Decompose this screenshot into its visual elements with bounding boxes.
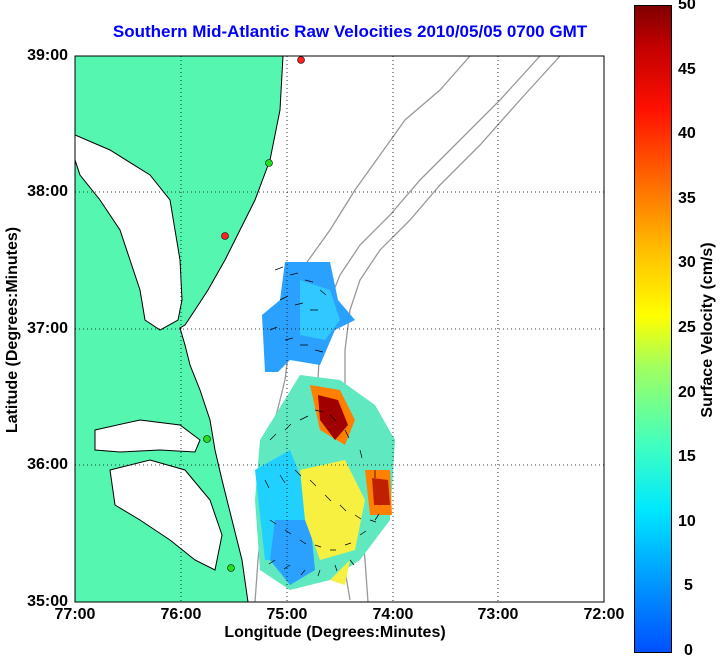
plot-frame: [74, 55, 605, 603]
colorbar-label: Surface Velocity (cm/s): [699, 242, 716, 418]
colorbar-tick-label: 20: [678, 384, 696, 401]
colorbar: [634, 5, 672, 653]
colorbar-tick-label: 35: [678, 190, 696, 207]
colorbar-tick-label: 50: [678, 0, 696, 13]
x-tick-label: 74:00: [372, 606, 414, 623]
x-tick-label: 76:00: [160, 606, 202, 623]
radar-station-marker: [221, 232, 229, 240]
x-tick-label: 73:00: [477, 606, 519, 623]
pamlico-sound: [109, 459, 223, 571]
colorbar-tick-label: 25: [678, 319, 696, 336]
y-tick-label: 38:00: [27, 183, 68, 200]
colorbar-tick-label: 0: [684, 642, 693, 659]
x-tick-label: 77:00: [54, 606, 96, 623]
x-axis-label: Longitude (Degrees:Minutes): [224, 624, 446, 641]
colorbar-tick-label: 15: [678, 448, 696, 465]
y-tick-label: 36:00: [27, 456, 68, 473]
velocity-field: [255, 262, 395, 590]
chart-title: Southern Mid-Atlantic Raw Velocities 201…: [112, 22, 588, 41]
radar-station-marker: [297, 56, 305, 64]
colorbar-tick-label: 30: [678, 254, 696, 271]
radar-station-marker: [227, 564, 235, 572]
grid-lines: [75, 56, 604, 602]
colorbar-tick-label: 40: [678, 125, 696, 142]
albemarle-sound: [94, 419, 201, 453]
x-tick-label: 75:00: [266, 606, 308, 623]
radar-station-marker: [265, 159, 273, 167]
colorbar-tick-label: 10: [678, 513, 696, 530]
y-tick-label: 39:00: [27, 47, 68, 64]
y-axis-label: Latitude (Degrees:Minutes): [4, 226, 21, 434]
colorbar-tick-label: 5: [684, 577, 693, 594]
radar-station-marker: [203, 435, 211, 443]
y-tick-label: 35:00: [27, 593, 68, 610]
y-tick-label: 37:00: [27, 320, 68, 337]
x-tick-label: 72:00: [583, 606, 625, 623]
colorbar-tick-label: 45: [678, 61, 696, 78]
